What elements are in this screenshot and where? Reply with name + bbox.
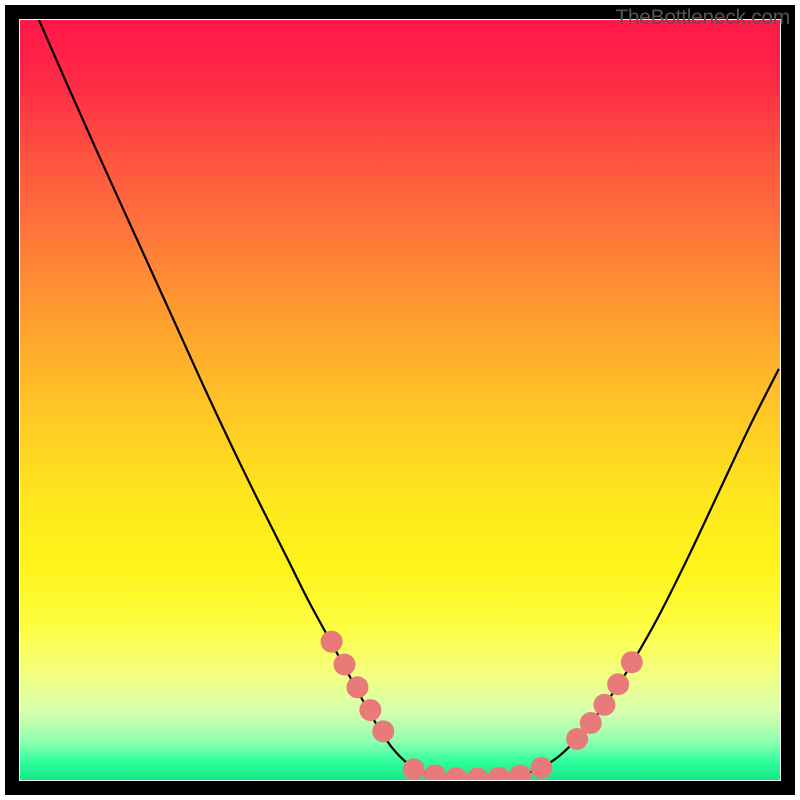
curve-marker	[403, 758, 425, 780]
curve-marker	[607, 673, 629, 695]
curve-marker	[530, 757, 552, 779]
curve-marker	[321, 631, 343, 653]
curve-marker	[580, 712, 602, 734]
curve-marker	[372, 720, 394, 742]
curve-marker	[359, 699, 381, 721]
curve-marker	[593, 694, 615, 716]
curve-marker	[346, 676, 368, 698]
chart-svg	[0, 0, 800, 800]
watermark-text: TheBottleneck.com	[615, 6, 790, 30]
bottleneck-chart: TheBottleneck.com	[0, 0, 800, 800]
curve-marker	[334, 653, 356, 675]
curve-marker	[621, 651, 643, 673]
gradient-background	[20, 20, 780, 780]
